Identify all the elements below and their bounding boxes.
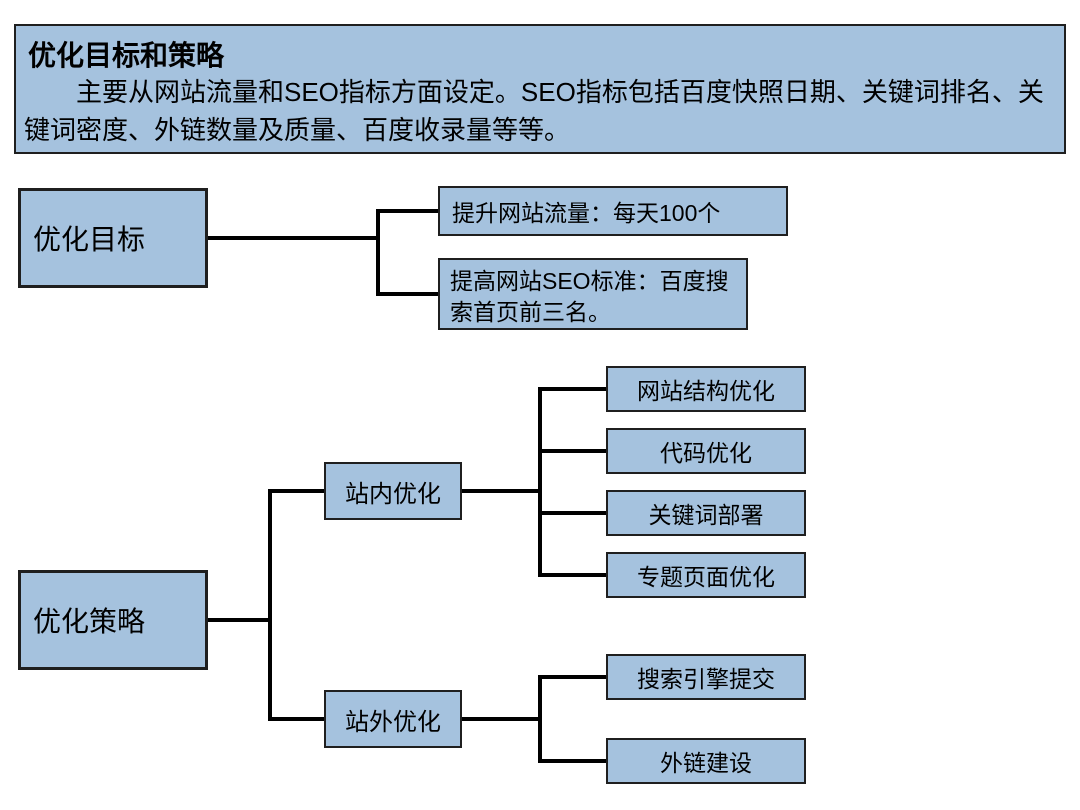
node-off_1: 搜索引擎提交: [606, 654, 806, 700]
node-strategy: 优化策略: [18, 570, 208, 670]
node-goal: 优化目标: [18, 188, 208, 288]
node-goal_a: 提升网站流量：每天100个: [438, 186, 788, 236]
header-description: 主要从网站流量和SEO指标方面设定。SEO指标包括百度快照日期、关键词排名、关键…: [24, 74, 1054, 149]
node-onsite: 站内优化: [324, 462, 462, 520]
node-on_4: 专题页面优化: [606, 552, 806, 598]
node-off_2: 外链建设: [606, 738, 806, 784]
node-on_2: 代码优化: [606, 428, 806, 474]
node-on_1: 网站结构优化: [606, 366, 806, 412]
header-title: 优化目标和策略: [28, 34, 224, 74]
node-goal_b: 提高网站SEO标准：百度搜索首页前三名。: [438, 258, 748, 330]
node-on_3: 关键词部署: [606, 490, 806, 536]
node-offsite: 站外优化: [324, 690, 462, 748]
